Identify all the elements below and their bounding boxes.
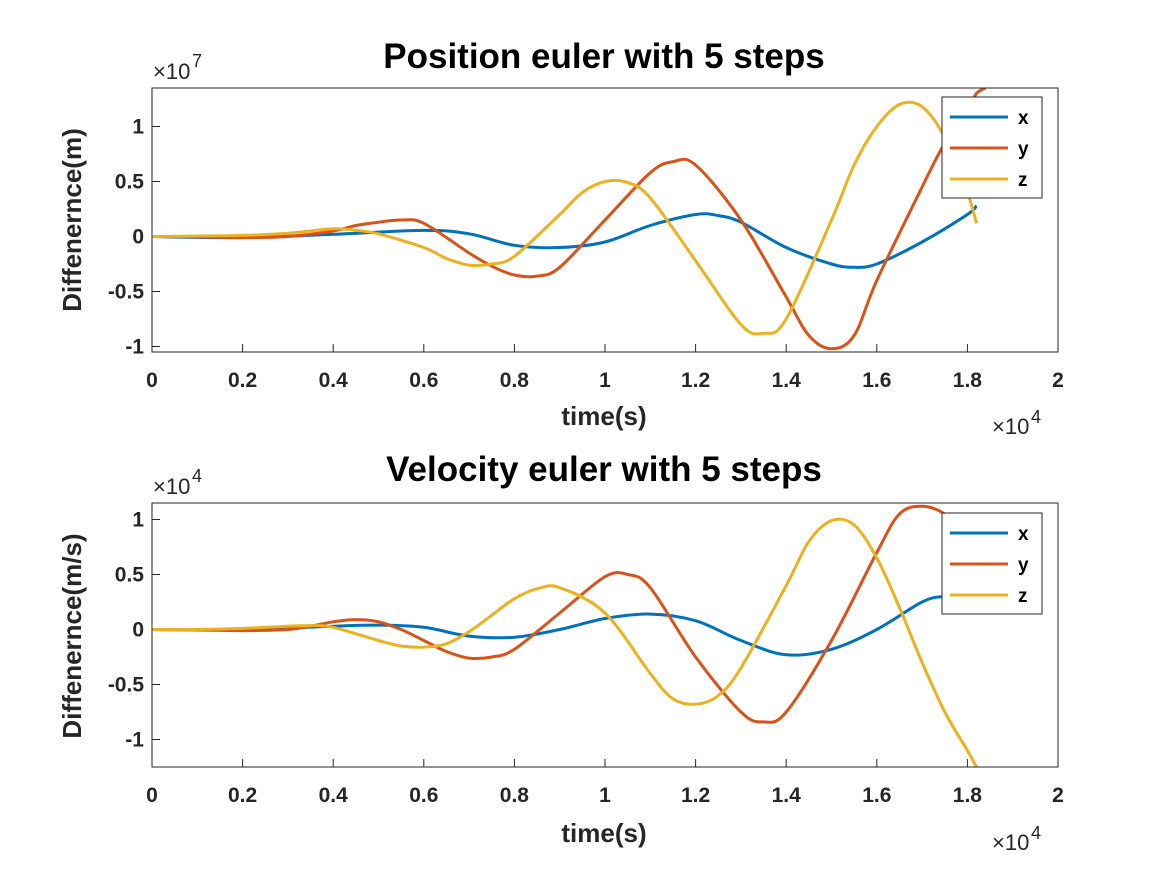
- position-x-tick-label: 0.8: [500, 369, 530, 392]
- velocity-x-tick-label: 1.8: [953, 784, 983, 807]
- velocity-y-multiplier: ×10 4: [153, 466, 202, 499]
- velocity-y-tick-label: -1: [125, 729, 144, 752]
- position-x-multiplier-exponent: 4: [1031, 407, 1041, 427]
- velocity-series-y-line: [152, 504, 978, 724]
- velocity-x-axis-label: time(s): [561, 818, 646, 848]
- velocity-series-z-line: [152, 517, 978, 767]
- velocity-x-tick-label: 1.6: [862, 784, 891, 807]
- velocity-x-tick-label: 0.4: [319, 784, 349, 807]
- velocity-x-tick-label: 0.8: [500, 784, 530, 807]
- velocity-x-tick-label: 0.6: [409, 784, 438, 807]
- position-legend-label-x: x: [1018, 108, 1029, 129]
- position-y-tick-label: 1: [132, 116, 144, 139]
- position-y-tick-label: 0.5: [115, 171, 145, 194]
- velocity-ticks: 0 0.2 0.4 0.6 0.8 1 1.2 1.4 1.6 1.8 2 -1 -0.5 0 0.5 1: [108, 509, 1064, 808]
- position-chart-title: Position euler with 5 steps: [383, 37, 824, 76]
- position-y-multiplier-exponent: 7: [192, 51, 202, 71]
- position-axes-box: [151, 87, 1059, 353]
- position-x-tick-label: 1: [599, 369, 611, 392]
- velocity-x-multiplier-exponent: 4: [1031, 823, 1041, 843]
- position-ticks: 0 0.2 0.4 0.6 0.8 1 1.2 1.4 1.6 1.8 2 -1 -0.5 0 0.5 1: [108, 116, 1064, 393]
- position-series-z-line: [152, 100, 978, 336]
- velocity-y-multiplier-base: ×10: [153, 474, 190, 499]
- velocity-x-tick-label: 1: [599, 784, 611, 807]
- position-y-axis-label: Diffenernce(m): [57, 128, 87, 311]
- velocity-x-tick-label: 0: [146, 784, 158, 807]
- velocity-y-tick-label: 1: [132, 509, 144, 532]
- velocity-axes-box: [151, 502, 1059, 768]
- position-x-tick-label: 1.8: [953, 369, 983, 392]
- position-y-tick-label: -1: [125, 336, 144, 359]
- position-x-tick-label: 1.6: [862, 369, 891, 392]
- velocity-legend-label-y: y: [1018, 555, 1029, 576]
- position-x-tick-label: 0.6: [409, 369, 438, 392]
- position-x-tick-label: 2: [1052, 369, 1064, 392]
- velocity-x-tick-label: 1.4: [772, 784, 802, 807]
- position-x-tick-label: 0.4: [319, 369, 349, 392]
- velocity-x-tick-label: 2: [1052, 784, 1064, 807]
- velocity-subplot: Velocity euler with 5 steps ×10 4 0 0.2 0.…: [57, 450, 1064, 855]
- velocity-y-axis-label: Diffenernce(m/s): [57, 533, 87, 738]
- position-legend: x y z: [941, 96, 1043, 199]
- velocity-series-group: [152, 504, 978, 767]
- velocity-x-multiplier-base: ×10: [992, 830, 1029, 855]
- position-x-tick-label: 1.4: [772, 369, 802, 392]
- position-subplot: Position euler with 5 steps ×10 7 0 0.2 0.…: [57, 37, 1064, 439]
- velocity-legend-label-x: x: [1018, 524, 1029, 545]
- velocity-x-multiplier: ×10 4: [992, 823, 1041, 855]
- position-x-multiplier: ×10 4: [992, 407, 1041, 439]
- position-x-multiplier-base: ×10: [992, 414, 1029, 439]
- position-y-multiplier-base: ×10: [153, 59, 190, 84]
- position-series-x-line: [152, 204, 978, 269]
- velocity-series-x-line: [152, 594, 977, 657]
- velocity-chart-title: Velocity euler with 5 steps: [386, 450, 822, 489]
- velocity-y-tick-label: 0.5: [115, 564, 145, 587]
- velocity-y-multiplier-exponent: 4: [192, 466, 202, 486]
- position-y-tick-label: -0.5: [108, 281, 145, 304]
- velocity-legend: x y z: [941, 512, 1043, 615]
- velocity-y-tick-label: -0.5: [108, 674, 145, 697]
- position-x-axis-label: time(s): [561, 401, 646, 431]
- position-legend-label-z: z: [1018, 170, 1028, 191]
- position-y-multiplier: ×10 7: [153, 51, 202, 84]
- position-legend-label-y: y: [1018, 139, 1029, 160]
- velocity-x-tick-label: 0.2: [228, 784, 257, 807]
- velocity-x-tick-label: 1.2: [681, 784, 710, 807]
- position-x-tick-label: 0: [146, 369, 158, 392]
- position-y-tick-label: 0: [132, 226, 144, 249]
- position-x-tick-label: 1.2: [681, 369, 710, 392]
- velocity-y-tick-label: 0: [132, 619, 144, 642]
- position-series-group: [152, 88, 987, 351]
- position-x-tick-label: 0.2: [228, 369, 257, 392]
- velocity-legend-label-z: z: [1018, 586, 1028, 607]
- position-series-y-line: [152, 88, 987, 351]
